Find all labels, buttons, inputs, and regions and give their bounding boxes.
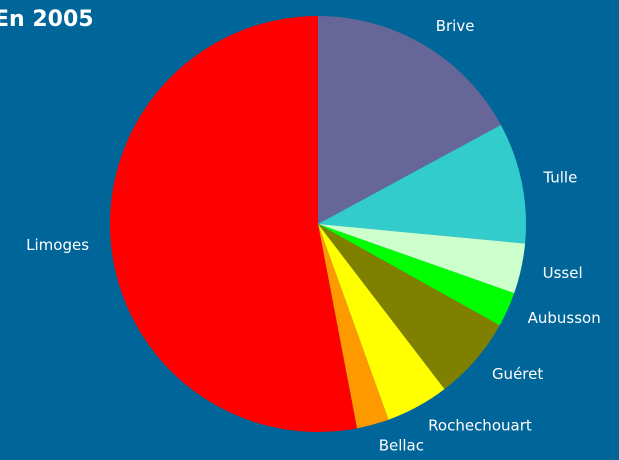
pie-slice	[109, 16, 357, 433]
pie-slice	[318, 224, 526, 294]
slice-label: Limoges	[26, 236, 89, 254]
pie-slice	[318, 224, 515, 326]
slice-label: Rochechouart	[428, 416, 532, 434]
pie-slice	[318, 224, 500, 390]
slice-label: Ussel	[543, 264, 583, 282]
pie-slice	[318, 124, 527, 244]
pie-slice	[318, 224, 445, 420]
slice-label: Aubusson	[528, 309, 601, 327]
slice-label: Brive	[436, 17, 475, 35]
slice-label: Tulle	[542, 169, 577, 187]
slice-label: Guéret	[492, 365, 543, 383]
pie-slice	[318, 16, 501, 224]
pie-slice	[318, 224, 389, 429]
chart-title: En 2005	[0, 7, 94, 32]
slice-label: Bellac	[379, 436, 424, 454]
